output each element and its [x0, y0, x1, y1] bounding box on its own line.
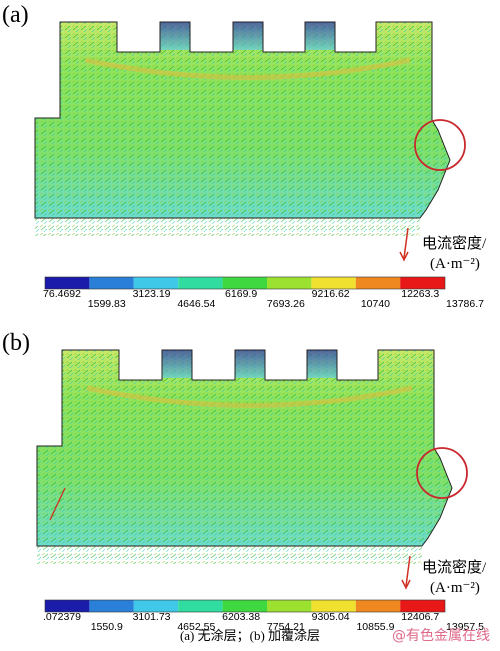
colorbar-label: 12406.7 — [401, 611, 439, 623]
panel-a: (a) 电流密度/ (A·m⁻²) 76.4692 1599.83 3123.19 4… — [2, 2, 487, 310]
colorbar-label: 7754.21 — [267, 621, 305, 633]
panel-label: (a) — [2, 2, 29, 28]
colorbar-label: .072379 — [43, 611, 81, 623]
colorbar-label: 1599.83 — [88, 298, 126, 310]
colorbar-label: 6203.38 — [222, 611, 260, 623]
colorbar-label: 3101.73 — [133, 611, 171, 623]
vector-field — [35, 22, 465, 260]
colorbar-label: 6169.9 — [225, 288, 257, 300]
colorbar-label: 13957.5 — [446, 621, 484, 633]
colorbar-label: 1550.9 — [91, 621, 123, 633]
caption: (a) 无涂层；(b) 加覆涂层 — [180, 628, 320, 644]
colorbar-label: 4652.55 — [177, 621, 215, 633]
colorbar-label: 10740 — [361, 298, 390, 310]
colorbar-label: 4646.54 — [177, 298, 215, 310]
colorbar-label: 9305.04 — [312, 611, 350, 623]
panel-b: (b) 电流密度/ (A·m⁻²) .072379 1550.9 3101.73 46… — [2, 330, 487, 633]
colorbar-label: 10855.9 — [356, 621, 394, 633]
colorbar-label: 12263.3 — [401, 288, 439, 300]
panel-label: (b) — [2, 330, 30, 356]
colorbar-label: 13786.7 — [446, 298, 484, 310]
unit-label: (A·m⁻²) — [430, 256, 480, 272]
colorbar-label: 3123.19 — [133, 288, 171, 300]
vector-field — [37, 350, 467, 588]
colorbar-label: 76.4692 — [43, 288, 81, 300]
colorbar-label: 7693.26 — [267, 298, 305, 310]
unit-label: (A·m⁻²) — [430, 580, 480, 596]
watermark: @有色金属在线 — [392, 627, 490, 644]
colorbar-label: 9216.62 — [312, 288, 350, 300]
unit-label: 电流密度/ — [422, 559, 487, 576]
unit-label: 电流密度/ — [422, 235, 487, 252]
